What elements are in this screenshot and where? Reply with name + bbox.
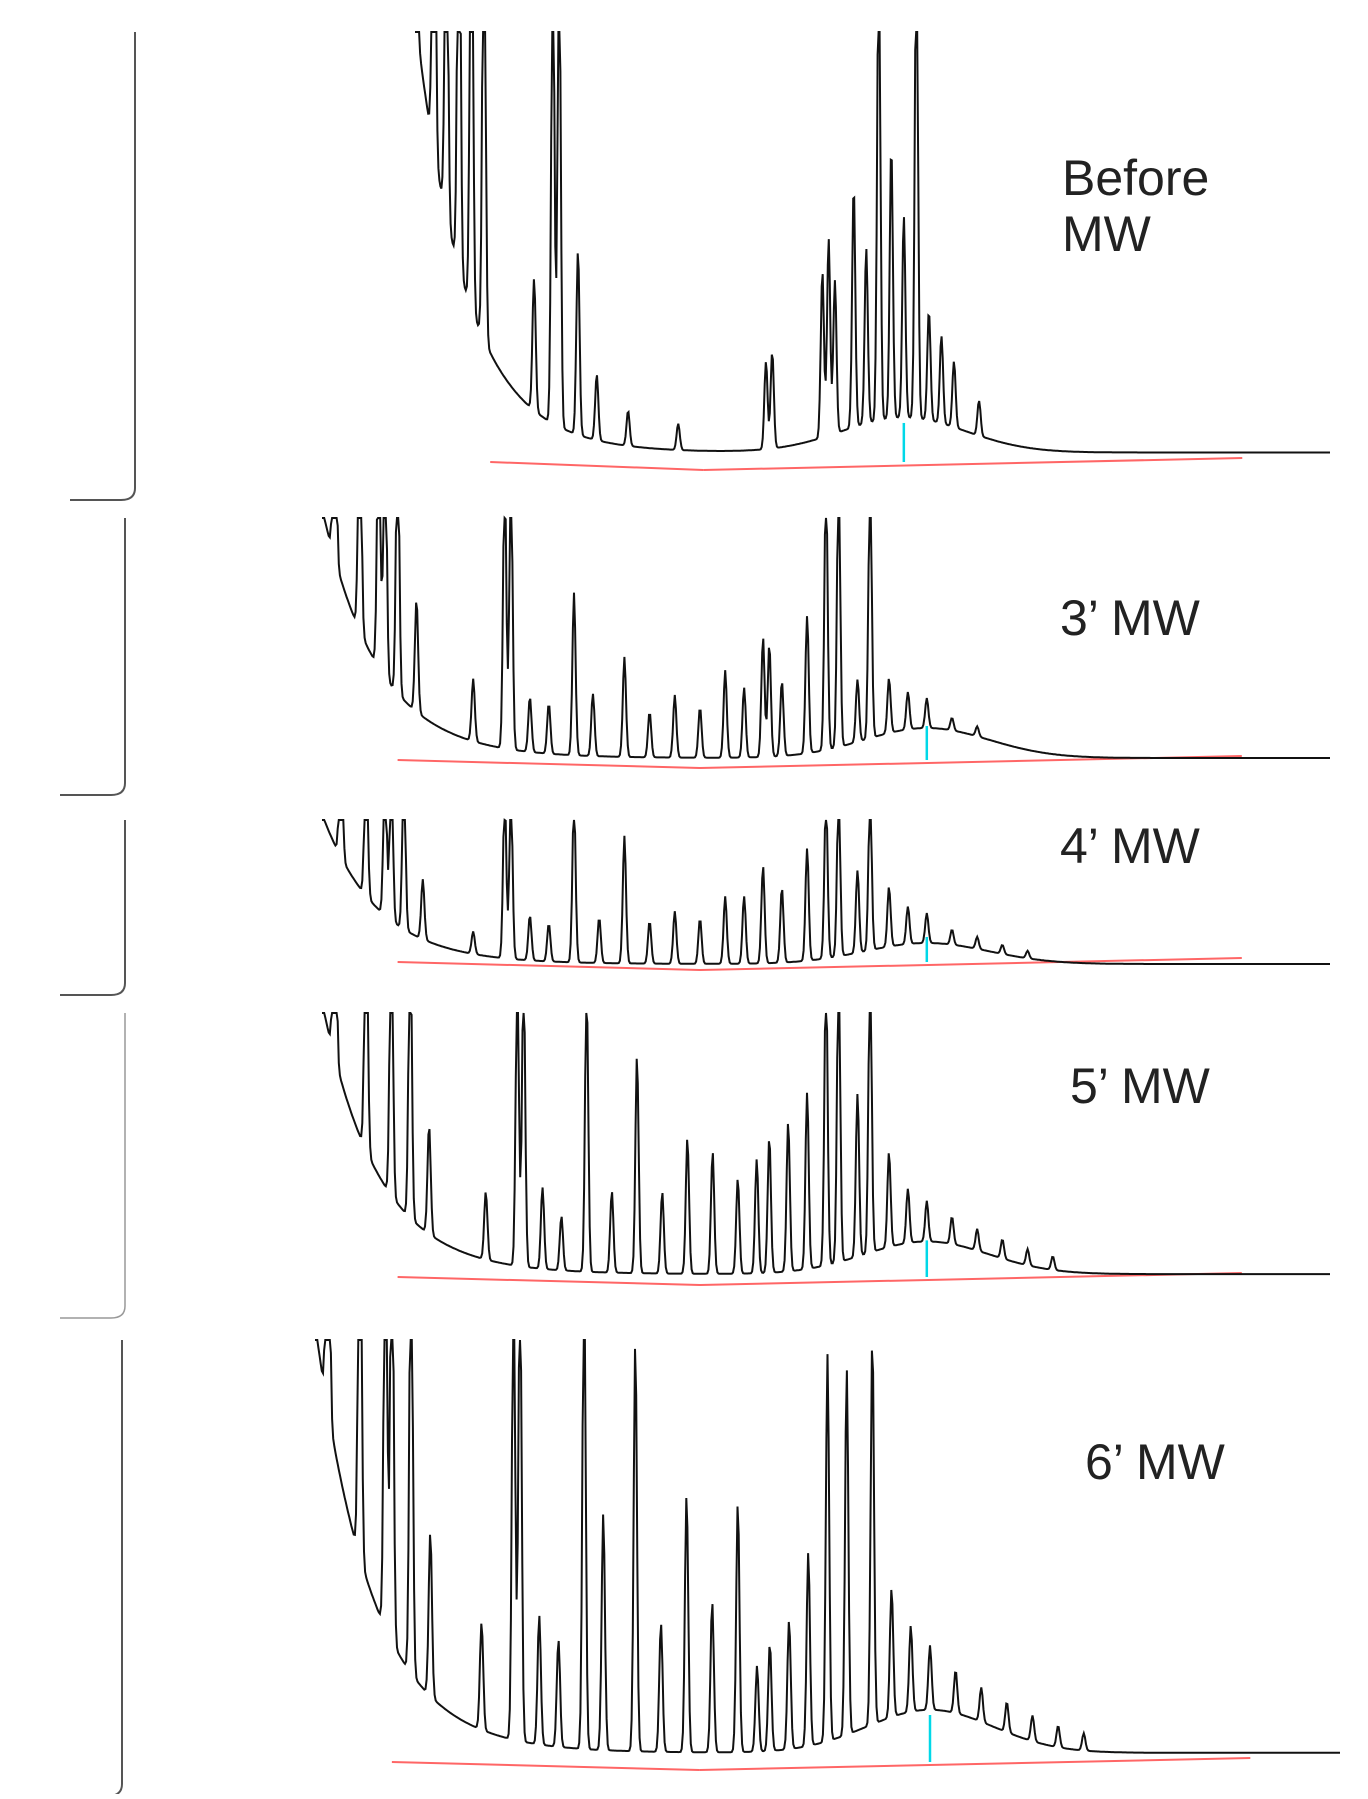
detector-tail-3 (60, 1013, 126, 1319)
integration-baseline-2 (397, 961, 701, 971)
panel-label-line: 6’ MW (1085, 1434, 1225, 1490)
panel-label-line: Before (1062, 150, 1210, 206)
panel-label-4-mw: 4’ MW (1060, 818, 1200, 874)
panel-label-5-mw: 5’ MW (1070, 1058, 1210, 1114)
panel-label-line: MW (1062, 206, 1151, 262)
integration-baseline-4 (391, 1761, 700, 1771)
integration-baseline-right-2 (699, 957, 1242, 971)
detector-tail-1 (60, 518, 126, 796)
panel-label-6-mw: 6’ MW (1085, 1434, 1225, 1490)
integration-baseline-0 (490, 461, 704, 471)
panel-label-line: 4’ MW (1060, 818, 1200, 874)
detector-tail-2 (60, 820, 126, 996)
integration-baseline-1 (397, 759, 701, 769)
panel-label-3-mw: 3’ MW (1060, 590, 1200, 646)
detector-tail-4 (57, 1340, 123, 1797)
panel-0 (70, 31, 1330, 501)
panel-label-before-mw: Before MW (1062, 150, 1209, 262)
panel-2 (60, 818, 1330, 996)
chromatogram-trace-4 (315, 1339, 1340, 1754)
chromatogram-trace-2 (322, 818, 1330, 965)
panel-4 (57, 1339, 1340, 1797)
panel-label-line: 5’ MW (1070, 1058, 1210, 1114)
panel-label-line: 3’ MW (1060, 590, 1200, 646)
chromatogram-trace-0 (415, 31, 1330, 454)
integration-baseline-right-4 (699, 1757, 1251, 1771)
chromatogram-trace-1 (322, 515, 1330, 759)
integration-baseline-3 (397, 1276, 701, 1286)
detector-tail-0 (70, 32, 136, 501)
panel-1 (60, 515, 1330, 796)
panel-3 (60, 1012, 1330, 1319)
chromatogram-trace-3 (322, 1012, 1330, 1276)
integration-baseline-right-0 (703, 457, 1243, 471)
